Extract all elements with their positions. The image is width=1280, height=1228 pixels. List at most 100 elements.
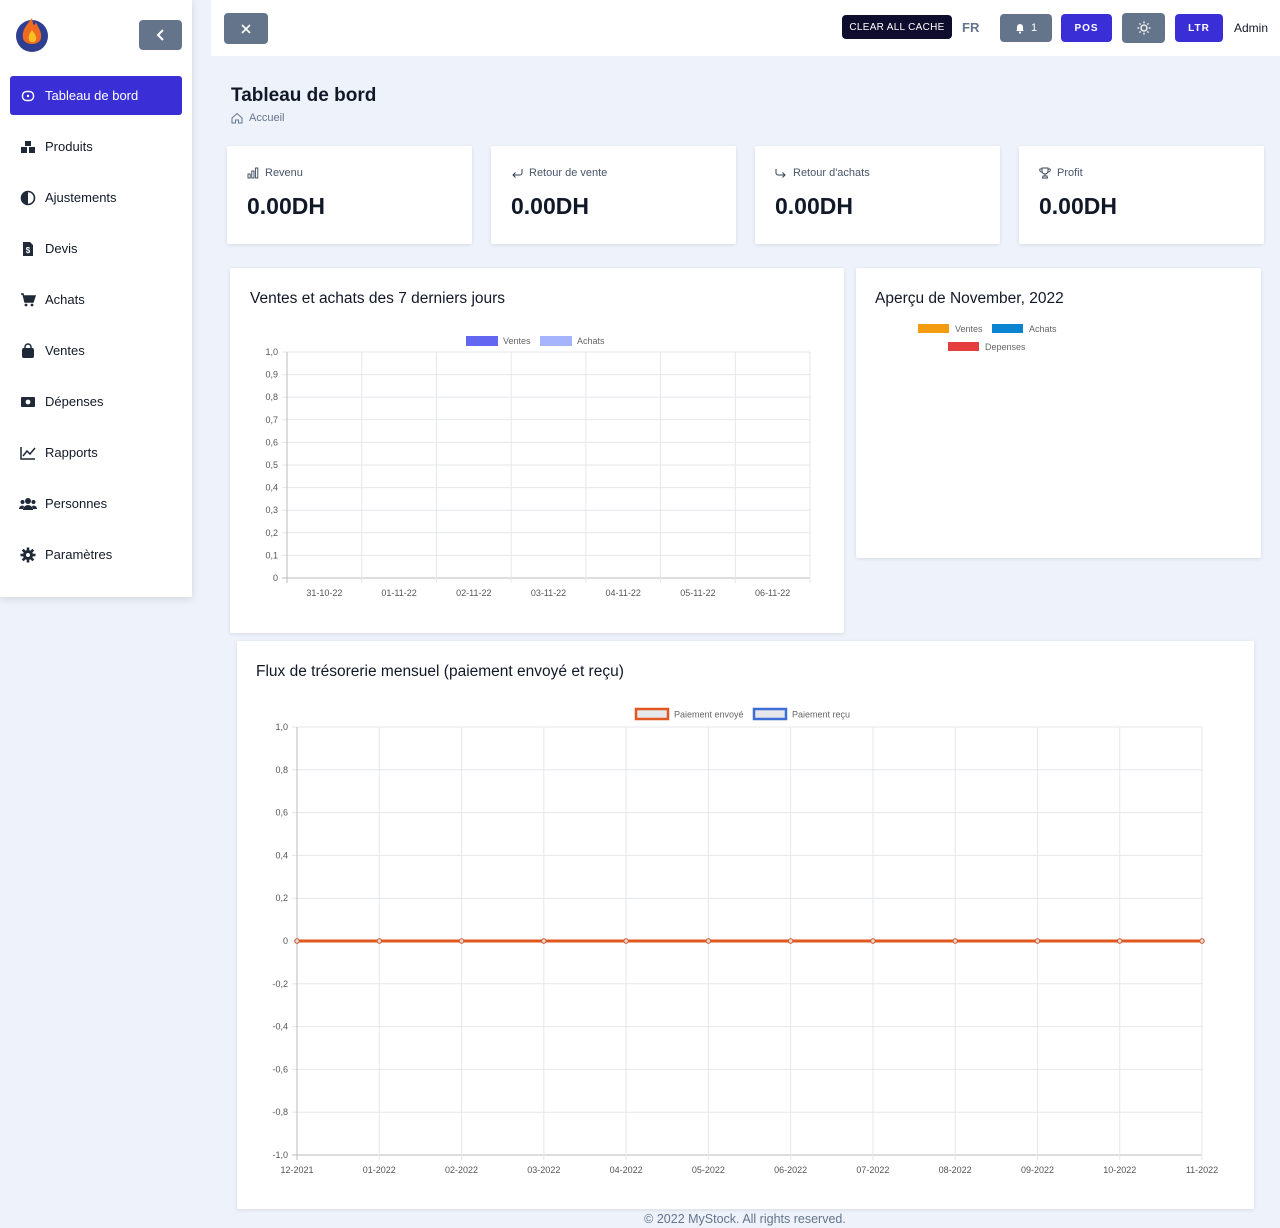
data-point <box>458 938 465 944</box>
close-icon <box>241 23 251 34</box>
y-tick-label: 0,8 <box>275 765 288 775</box>
invoice-icon: $ <box>19 240 37 258</box>
x-tick-label: 06-2022 <box>774 1165 807 1175</box>
x-tick-label: 04-11-22 <box>606 588 641 598</box>
legend-swatch <box>918 324 949 333</box>
user-menu[interactable]: Admin <box>1234 21 1269 35</box>
sidebar-nav: Tableau de bord Produits Ajustements $ D… <box>10 76 182 586</box>
close-button[interactable] <box>224 13 268 44</box>
legend-swatch <box>752 707 788 721</box>
data-point <box>1117 938 1123 944</box>
share-icon <box>775 169 786 178</box>
stat-label: Revenu <box>265 167 303 179</box>
x-tick-label: 03-2022 <box>527 1165 560 1175</box>
cash-flow-chart: -1,0 -0,8 -0,6 -0,4 -0,2 0 0,2 0,4 0,6 0,8 1,0 12-2… <box>272 707 1218 1175</box>
x-tick-label: 02-11-22 <box>456 588 491 598</box>
sidebar-item-label: Devis <box>45 241 78 256</box>
topbar: CLEAR ALL CACHE FR 1 POS LTR Admin <box>211 0 1280 56</box>
people-icon <box>19 495 37 513</box>
x-tick-label: 12-2021 <box>280 1165 313 1175</box>
legend-label: Ventes <box>503 336 531 346</box>
data-point <box>1034 938 1041 944</box>
y-tick-label: -0,2 <box>272 979 288 989</box>
pos-button[interactable]: POS <box>1061 14 1112 42</box>
notifications-button[interactable]: 1 <box>1000 14 1052 42</box>
stat-card-sales-return: Retour de vente 0.00DH <box>491 146 736 244</box>
data-point <box>623 938 629 944</box>
y-tick-label: 0 <box>283 936 288 946</box>
x-tick-label: 06-11-22 <box>755 588 790 598</box>
sidebar: Tableau de bord Produits Ajustements $ D… <box>0 0 192 597</box>
legend-swatch <box>948 342 979 351</box>
sidebar-item-purchases[interactable]: Achats <box>10 280 182 319</box>
sidebar-item-label: Dépenses <box>45 394 104 409</box>
x-tick-label: 02-2022 <box>445 1165 478 1175</box>
breadcrumb: Accueil <box>231 112 284 124</box>
sidebar-item-dashboard[interactable]: Tableau de bord <box>10 76 182 115</box>
y-tick-label: -0,8 <box>272 1107 288 1117</box>
sidebar-item-people[interactable]: Personnes <box>10 484 182 523</box>
sidebar-item-reports[interactable]: Rapports <box>10 433 182 472</box>
data-point <box>541 938 547 944</box>
legend-swatch <box>540 336 572 346</box>
footer: © 2022 MyStock. All rights reserved. <box>644 1212 846 1226</box>
x-tick-label: 05-2022 <box>692 1165 725 1175</box>
legend-swatch <box>634 707 670 721</box>
chart-title: Flux de trésorerie mensuel (paiement env… <box>256 663 624 680</box>
y-tick-label: 0,6 <box>275 808 288 818</box>
collapse-sidebar-button[interactable] <box>139 20 182 50</box>
gear-icon <box>19 546 37 564</box>
app-logo[interactable] <box>14 14 50 54</box>
stat-label: Profit <box>1057 167 1083 179</box>
x-tick-label: 01-11-22 <box>381 588 416 598</box>
stat-card-revenue: Revenu 0.00DH <box>227 146 472 244</box>
sidebar-item-quotes[interactable]: $ Devis <box>10 229 182 268</box>
sidebar-item-label: Rapports <box>45 445 98 460</box>
language-switcher[interactable]: FR <box>962 20 980 35</box>
legend-label: Paiement reçu <box>792 710 850 720</box>
stat-card-profit: Profit 0.00DH <box>1019 146 1264 244</box>
y-tick-label: 0,5 <box>265 460 278 470</box>
data-point <box>376 938 382 944</box>
sidebar-item-label: Ventes <box>45 343 85 358</box>
sidebar-item-adjustments[interactable]: Ajustements <box>10 178 182 217</box>
y-tick-label: 0,2 <box>265 528 278 538</box>
svg-text:$: $ <box>26 246 31 255</box>
page-title: Tableau de bord <box>231 85 377 106</box>
y-tick-label: -0,6 <box>272 1064 288 1074</box>
breadcrumb-home[interactable]: Accueil <box>249 112 285 124</box>
y-tick-label: 0,6 <box>265 437 278 447</box>
clear-cache-button[interactable]: CLEAR ALL CACHE <box>842 15 952 39</box>
sidebar-item-label: Paramètres <box>45 547 113 562</box>
sidebar-item-settings[interactable]: Paramètres <box>10 535 182 574</box>
cash-flow-chart-card: Flux de trésorerie mensuel (paiement env… <box>237 641 1254 1209</box>
sidebar-item-label: Ajustements <box>45 190 117 205</box>
data-point <box>787 938 794 944</box>
bell-icon <box>1015 23 1024 34</box>
x-tick-label: 04-2022 <box>610 1165 643 1175</box>
money-icon <box>19 393 37 411</box>
sidebar-item-label: Personnes <box>45 496 108 511</box>
y-tick-label: 0,8 <box>265 392 278 402</box>
x-tick-label: 01-2022 <box>363 1165 396 1175</box>
legend-swatch <box>466 336 498 346</box>
y-tick-label: 0,2 <box>275 893 288 903</box>
bar-chart-icon <box>247 167 259 179</box>
bag-icon <box>19 342 37 360</box>
y-tick-label: 0,7 <box>265 415 278 425</box>
y-tick-label: 0,3 <box>265 505 278 515</box>
x-tick-label: 11-2022 <box>1186 1165 1218 1175</box>
sidebar-item-sales[interactable]: Ventes <box>10 331 182 370</box>
ltr-button[interactable]: LTR <box>1175 14 1223 42</box>
sidebar-item-expenses[interactable]: Dépenses <box>10 382 182 421</box>
notification-count: 1 <box>1030 22 1038 34</box>
theme-toggle-button[interactable] <box>1122 13 1165 43</box>
y-tick-label: -0,4 <box>272 1022 288 1032</box>
stat-value: 0.00DH <box>775 193 853 219</box>
data-point <box>1199 938 1205 944</box>
sidebar-item-products[interactable]: Produits <box>10 127 182 166</box>
x-tick-label: 03-11-22 <box>531 588 566 598</box>
stat-card-purchase-return: Retour d'achats 0.00DH <box>755 146 1000 244</box>
x-tick-label: 10-2022 <box>1103 1165 1136 1175</box>
